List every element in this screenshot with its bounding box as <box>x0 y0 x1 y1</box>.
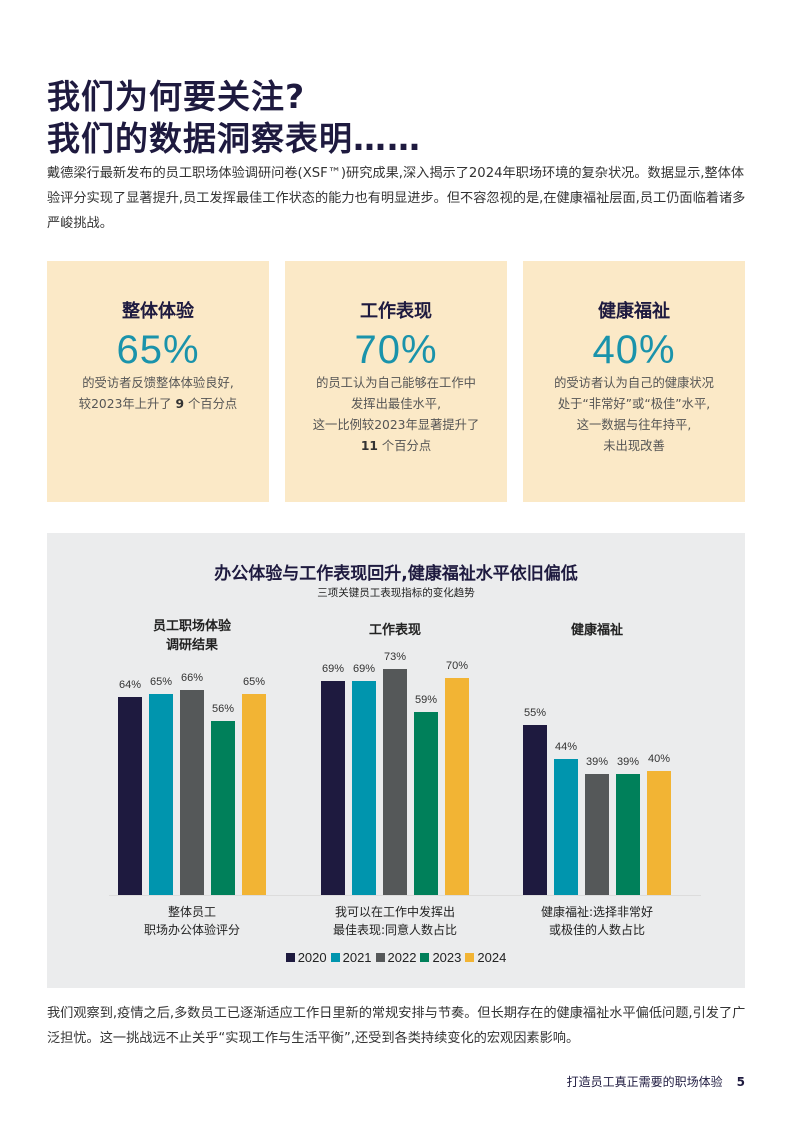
bar-value-label: 65% <box>149 675 173 688</box>
bar-2022 <box>383 668 407 895</box>
chart-legend: 2020 2021 2022 2023 2024 <box>47 950 745 965</box>
chart-panel: 办公体验与工作表现回升,健康福祉水平依旧偏低 三项关键员工表现指标的变化趋势 员… <box>47 533 745 988</box>
card-desc-line: 这一比例较2023年显著提升了 <box>312 418 480 432</box>
chart-baseline <box>109 895 701 896</box>
bar-value-label: 39% <box>616 756 640 769</box>
bar-value-label: 73% <box>383 650 407 663</box>
bar-2021 <box>554 758 578 895</box>
chart-group-title: 健康福祉 <box>570 623 623 638</box>
closing-paragraph: 我们观察到,疫情之后,多数员工已逐渐适应工作日里新的常规安排与节奏。但长期存在的… <box>47 1006 746 1046</box>
card-desc-highlight: 11 <box>360 439 378 453</box>
legend-label: 2020 <box>297 950 327 965</box>
chart-category-label: 健康福祉:选择非常好 或极佳的人数占比 <box>540 905 654 937</box>
legend-label: 2021 <box>342 950 372 965</box>
card-desc-line: 的受访者认为自己的健康状况 <box>554 376 714 390</box>
card-value: 70% <box>354 328 438 372</box>
legend-label: 2022 <box>387 950 417 965</box>
card-title: 健康福祉 <box>598 301 670 322</box>
bar-value-label: 59% <box>414 694 438 707</box>
card-desc-line: 11 个百分点 <box>285 436 507 457</box>
legend-swatch-icon <box>420 953 430 962</box>
page-title-line2: 我们的数据洞察表明…… <box>47 119 421 158</box>
bar-value-label: 69% <box>321 663 345 676</box>
card-description: 的受访者反馈整体体验良好, 较2023年上升了 9 个百分点 <box>47 373 269 415</box>
bar-2021 <box>352 681 376 895</box>
bar-2021 <box>149 693 173 895</box>
stat-card-performance: 工作表现 70% 的员工认为自己能够在工作中 发挥出最佳水平, 这一比例较202… <box>285 261 507 502</box>
card-description: 的员工认为自己能够在工作中 发挥出最佳水平, 这一比例较2023年显著提升了 1… <box>285 373 507 457</box>
bar-2024 <box>242 693 266 895</box>
page-title: 我们为何要关注? 我们的数据洞察表明…… <box>47 76 747 160</box>
legend-item-2023: 2023 <box>420 950 461 965</box>
bar-2023 <box>414 712 438 895</box>
bar-value-label: 66% <box>180 672 204 685</box>
chart-category-label: 我可以在工作中发挥出 最佳表现:同意人数占比 <box>332 905 458 937</box>
card-title: 整体体验 <box>122 301 194 322</box>
legend-swatch-icon <box>375 953 385 962</box>
bar-2022 <box>585 774 609 895</box>
bar-value-label: 69% <box>352 663 376 676</box>
bar-value-label: 39% <box>585 756 609 769</box>
chart-group-title: 员工职场体验 调研结果 <box>152 619 231 653</box>
bar-value-label: 64% <box>118 678 142 691</box>
page-title-line1: 我们为何要关注? <box>47 77 306 116</box>
legend-item-2020: 2020 <box>285 950 327 965</box>
card-desc-line: 的受访者反馈整体体验良好, <box>82 376 234 390</box>
legend-label: 2023 <box>432 950 462 965</box>
card-desc-line: 的员工认为自己能够在工作中 <box>316 376 476 390</box>
legend-swatch-icon <box>465 953 475 962</box>
legend-swatch-icon <box>285 953 295 962</box>
legend-item-2024: 2024 <box>465 950 506 965</box>
bar-value-label: 40% <box>647 753 671 765</box>
bar-2023 <box>211 721 235 895</box>
card-desc-line: 处于“非常好”或“极佳”水平, <box>557 397 711 411</box>
card-desc-highlight: 9 <box>175 397 185 411</box>
legend-swatch-icon <box>330 953 340 962</box>
chart-category-label: 整体员工 职场办公体验评分 <box>143 905 240 937</box>
bar-2022 <box>180 690 204 895</box>
bar-2020 <box>523 724 547 895</box>
footer-title: 打造员工真正需要的职场体验 <box>566 1075 723 1089</box>
legend-item-2021: 2021 <box>330 950 372 965</box>
card-desc-text: 较2023年上升了 <box>78 397 172 411</box>
bar-2023 <box>616 774 640 895</box>
chart-subtitle: 三项关键员工表现指标的变化趋势 <box>317 587 475 599</box>
legend-item-2022: 2022 <box>375 950 417 965</box>
bar-value-label: 65% <box>242 675 266 688</box>
card-desc-text: 个百分点 <box>187 397 238 411</box>
bar-value-label: 44% <box>554 740 578 753</box>
intro-paragraph: 戴德梁行最新发布的员工职场体验调研问卷(XSF™)研究成果,深入揭示了2024年… <box>47 166 746 231</box>
chart-group-title: 工作表现 <box>368 623 421 638</box>
legend-label: 2024 <box>477 950 507 965</box>
bar-value-label: 56% <box>211 703 235 716</box>
card-desc-line: 发挥出最佳水平, <box>351 397 441 411</box>
chart-title: 办公体验与工作表现回升,健康福祉水平依旧偏低 <box>214 564 578 584</box>
card-title: 工作表现 <box>360 301 432 322</box>
bar-value-label: 55% <box>523 706 547 719</box>
card-description: 的受访者认为自己的健康状况 处于“非常好”或“极佳”水平, 这一数据与往年持平,… <box>523 373 745 457</box>
bar-2020 <box>321 681 345 895</box>
bar-2024 <box>647 771 671 895</box>
card-value: 65% <box>116 328 200 372</box>
card-desc-line: 较2023年上升了 9 个百分点 <box>47 394 269 415</box>
stat-cards: 整体体验 65% 的受访者反馈整体体验良好, 较2023年上升了 9 个百分点 … <box>47 261 745 502</box>
card-desc-line: 这一数据与往年持平, <box>576 418 692 432</box>
page-footer: 打造员工真正需要的职场体验 5 <box>567 1073 745 1090</box>
bar-2024 <box>445 678 469 895</box>
page-number: 5 <box>736 1075 745 1089</box>
card-desc-text: 个百分点 <box>381 439 432 453</box>
card-value: 40% <box>592 328 676 372</box>
bar-2020 <box>118 696 142 895</box>
stat-card-experience: 整体体验 65% 的受访者反馈整体体验良好, 较2023年上升了 9 个百分点 <box>47 261 269 502</box>
stat-card-wellbeing: 健康福祉 40% 的受访者认为自己的健康状况 处于“非常好”或“极佳”水平, 这… <box>523 261 745 502</box>
bar-value-label: 70% <box>445 660 469 672</box>
card-desc-line: 未出现改善 <box>603 439 665 453</box>
